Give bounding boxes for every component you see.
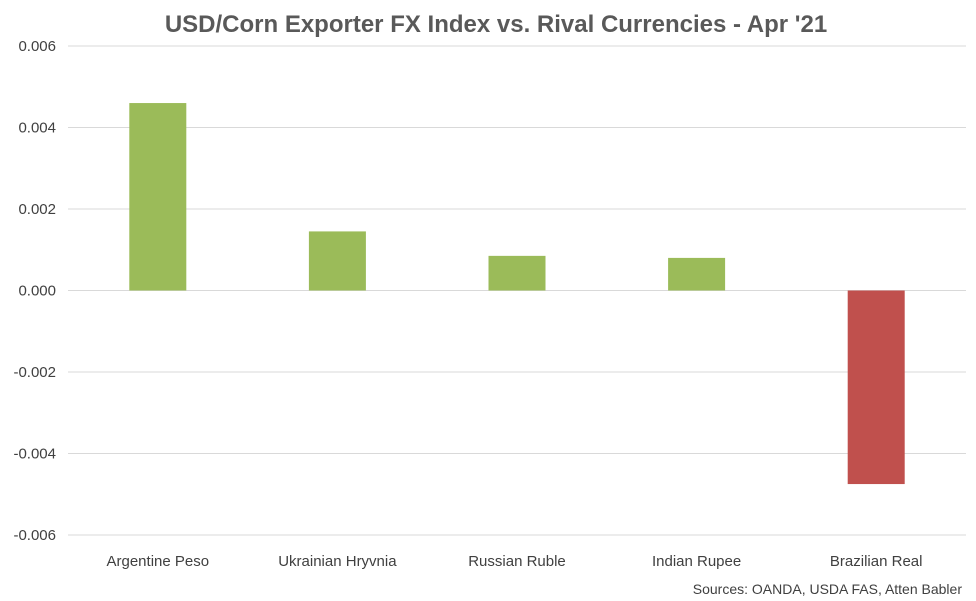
y-tick-label: 0.000 — [18, 283, 56, 300]
bars — [129, 103, 905, 485]
bar-ukrainian-hryvnia — [308, 231, 366, 291]
y-tick-label: 0.004 — [18, 120, 56, 137]
bar-russian-ruble — [488, 255, 546, 291]
bar-brazilian-real — [847, 290, 905, 485]
x-category-label: Ukrainian Hryvnia — [278, 553, 397, 570]
chart-title: USD/Corn Exporter FX Index vs. Rival Cur… — [165, 11, 827, 38]
x-category-label: Argentine Peso — [107, 553, 210, 570]
y-tick-label: -0.004 — [13, 446, 56, 463]
y-tick-label: 0.006 — [18, 38, 56, 55]
y-tick-label: -0.006 — [13, 527, 56, 544]
bar-indian-rupee — [668, 257, 726, 291]
x-axis-category-labels: Argentine Peso Ukrainian Hryvnia Russian R… — [107, 553, 923, 570]
x-category-label: Russian Ruble — [468, 553, 566, 570]
y-tick-label: 0.002 — [18, 201, 56, 218]
source-note: Sources: OANDA, USDA FAS, Atten Babler — [693, 581, 963, 597]
y-tick-label: -0.002 — [13, 364, 56, 381]
x-category-label: Brazilian Real — [830, 553, 923, 570]
y-axis-tick-labels: 0.006 0.004 0.002 0.000 -0.002 -0.004 -0.006 — [13, 38, 56, 544]
bar-argentine-peso — [129, 103, 187, 291]
x-category-label: Indian Rupee — [652, 553, 741, 570]
gridlines — [68, 45, 966, 536]
